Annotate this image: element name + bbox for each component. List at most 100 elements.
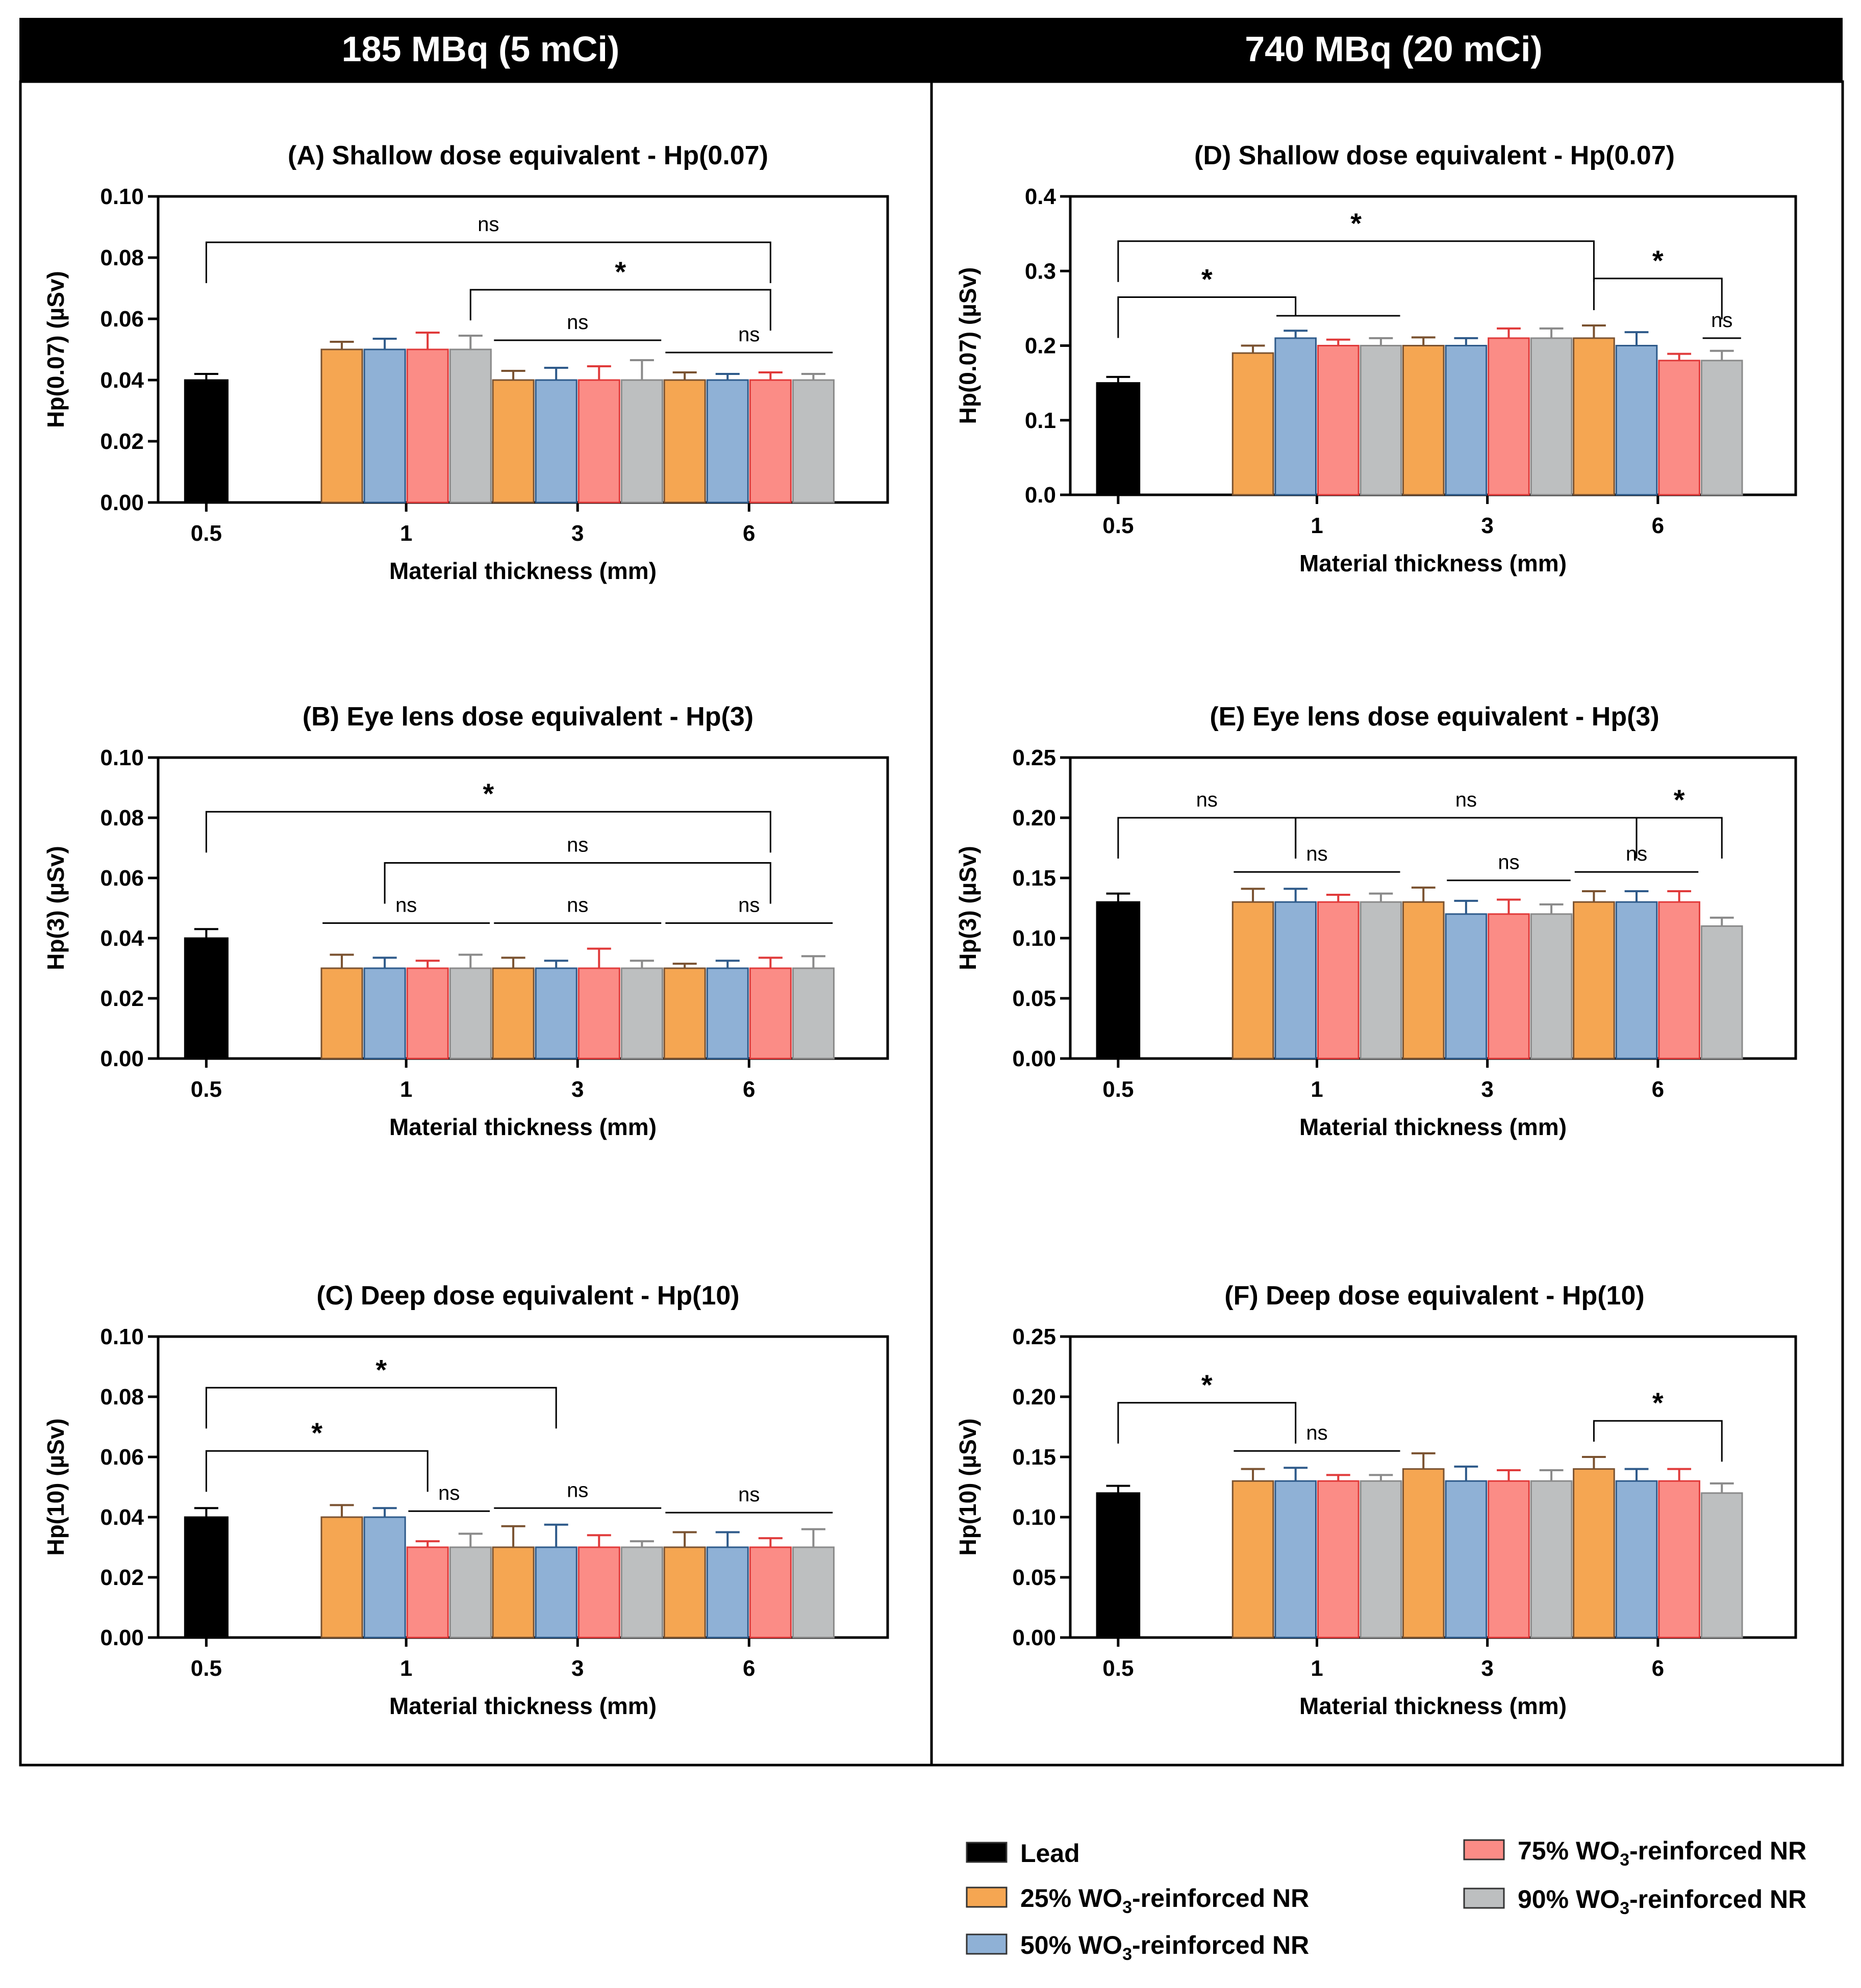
sig-bracket <box>1593 278 1723 319</box>
sig-star-label: * <box>375 1353 387 1386</box>
bar-90-wo3 <box>792 1546 835 1639</box>
panel-frame-right <box>930 80 1844 1767</box>
y-tick-label: 0.10 <box>100 745 144 770</box>
sig-bracket <box>1117 296 1297 338</box>
y-tick-label: 0.15 <box>1012 1445 1056 1470</box>
legend-label: 90% WO3-reinforced NR <box>1518 1885 1806 1918</box>
bar-90-wo3 <box>792 379 835 504</box>
bar-lead <box>184 379 229 504</box>
bar-75-wo3 <box>1658 360 1700 496</box>
bar-75-wo3 <box>1488 913 1530 1060</box>
bar-25-wo3 <box>1402 901 1445 1060</box>
bar-50-wo3 <box>1445 913 1488 1060</box>
bar-25-wo3 <box>320 1516 363 1639</box>
y-tick-label: 0.4 <box>1025 184 1057 209</box>
bar-90-wo3 <box>1700 360 1743 496</box>
x-axis-label: Material thickness (mm) <box>389 1693 657 1719</box>
y-axis-label: Hp(3) (µSv) <box>42 846 69 970</box>
y-tick-label: 0.0 <box>1025 483 1056 508</box>
x-tick-label: 1 <box>1311 513 1323 538</box>
sig-ns-label: ns <box>1455 789 1477 811</box>
bar-25-wo3 <box>663 1546 706 1639</box>
chart-D: (D) Shallow dose equivalent - Hp(0.07) 0.… <box>954 141 1797 576</box>
bar-25-wo3 <box>1573 901 1615 1060</box>
bar-90-wo3 <box>1700 1492 1743 1639</box>
sig-ns-label: ns <box>738 323 760 346</box>
y-axis-label: Hp(10) (µSv) <box>42 1418 69 1555</box>
chart-F: (F) Deep dose equivalent - Hp(10) 0.00 0.0… <box>954 1281 1797 1719</box>
bar-75-wo3 <box>406 1546 449 1639</box>
sig-bracket <box>1636 817 1723 859</box>
sig-bracket <box>469 289 771 331</box>
legend-swatch <box>1463 1839 1505 1860</box>
y-axis-label: Hp(10) (µSv) <box>954 1418 981 1555</box>
x-axis-label: Material thickness (mm) <box>1299 550 1567 576</box>
chart-title: (D) Shallow dose equivalent - Hp(0.07) <box>1194 141 1675 170</box>
bar-90-wo3 <box>1360 345 1402 496</box>
bar-90-wo3 <box>1530 337 1573 496</box>
bar-75-wo3 <box>406 348 449 504</box>
sig-bracket <box>384 862 771 904</box>
bar-25-wo3 <box>320 967 363 1060</box>
x-tick-label: 1 <box>1311 1077 1323 1102</box>
y-tick-label: 0.02 <box>100 986 144 1011</box>
bar-90-wo3 <box>1360 901 1402 1060</box>
chart-E: (E) Eye lens dose equivalent - Hp(3) 0.00… <box>954 702 1797 1140</box>
x-tick-label: 6 <box>743 1656 755 1681</box>
x-axis-label: Material thickness (mm) <box>389 558 657 584</box>
sig-star-label: * <box>1674 784 1685 816</box>
bar-75-wo3 <box>1488 1480 1530 1639</box>
y-tick-label: 0.00 <box>100 490 144 515</box>
y-tick-label: 0.06 <box>100 1445 144 1470</box>
sig-bracket <box>1117 817 1297 859</box>
bar-90-wo3 <box>449 1546 492 1639</box>
bar-75-wo3 <box>406 967 449 1060</box>
bar-50-wo3 <box>363 967 406 1060</box>
y-tick-label: 0.08 <box>100 245 144 270</box>
bar-25-wo3 <box>1573 1468 1615 1639</box>
y-tick-label: 0.02 <box>100 1565 144 1590</box>
bar-50-wo3 <box>706 967 749 1060</box>
bar-90-wo3 <box>620 967 663 1060</box>
bar-90-wo3 <box>1360 1480 1402 1639</box>
y-tick-label: 0.1 <box>1025 408 1056 433</box>
x-tick-label: 3 <box>1481 513 1493 538</box>
header-bar <box>19 18 1843 82</box>
sig-ns-label: ns <box>1196 789 1218 811</box>
sig-ns-label: ns <box>567 1479 588 1501</box>
bar-25-wo3 <box>492 967 535 1060</box>
bar-75-wo3 <box>1317 345 1360 496</box>
bar-75-wo3 <box>577 379 620 504</box>
sig-ns-label: ns <box>738 1483 760 1506</box>
y-tick-label: 0.08 <box>100 806 144 831</box>
bar-25-wo3 <box>1231 352 1274 496</box>
sig-star-label: * <box>311 1417 322 1449</box>
y-tick-label: 0.00 <box>100 1046 144 1071</box>
y-axis-label: Hp(0.07) (µSv) <box>42 271 69 428</box>
sig-bracket <box>205 1387 557 1429</box>
chart-C: (C) Deep dose equivalent - Hp(10) 0.00 0.0… <box>42 1281 889 1719</box>
sig-bracket <box>1117 240 1595 282</box>
sig-bracket <box>205 1450 429 1492</box>
x-tick-label: 0.5 <box>191 521 222 546</box>
legend-label: 50% WO3-reinforced NR <box>1020 1931 1309 1964</box>
bar-25-wo3 <box>1573 337 1615 496</box>
bar-50-wo3 <box>363 348 406 504</box>
sig-star-label: * <box>483 777 494 810</box>
legend-label: 25% WO3-reinforced NR <box>1020 1884 1309 1917</box>
legend-label: 75% WO3-reinforced NR <box>1518 1836 1806 1870</box>
sig-ns-label: ns <box>438 1482 460 1504</box>
legend-swatch <box>1463 1888 1505 1909</box>
sig-ns-label: ns <box>1306 1422 1327 1444</box>
y-tick-label: 0.02 <box>100 429 144 454</box>
bar-90-wo3 <box>1530 1480 1573 1639</box>
bar-50-wo3 <box>535 967 577 1060</box>
x-tick-label: 6 <box>1652 513 1664 538</box>
bar-50-wo3 <box>1615 345 1658 496</box>
legend-swatch <box>966 1886 1008 1908</box>
y-tick-label: 0.20 <box>1012 1385 1056 1410</box>
y-tick-label: 0.3 <box>1025 259 1056 284</box>
y-tick-label: 0.15 <box>1012 866 1056 891</box>
y-tick-label: 0.05 <box>1012 986 1056 1011</box>
